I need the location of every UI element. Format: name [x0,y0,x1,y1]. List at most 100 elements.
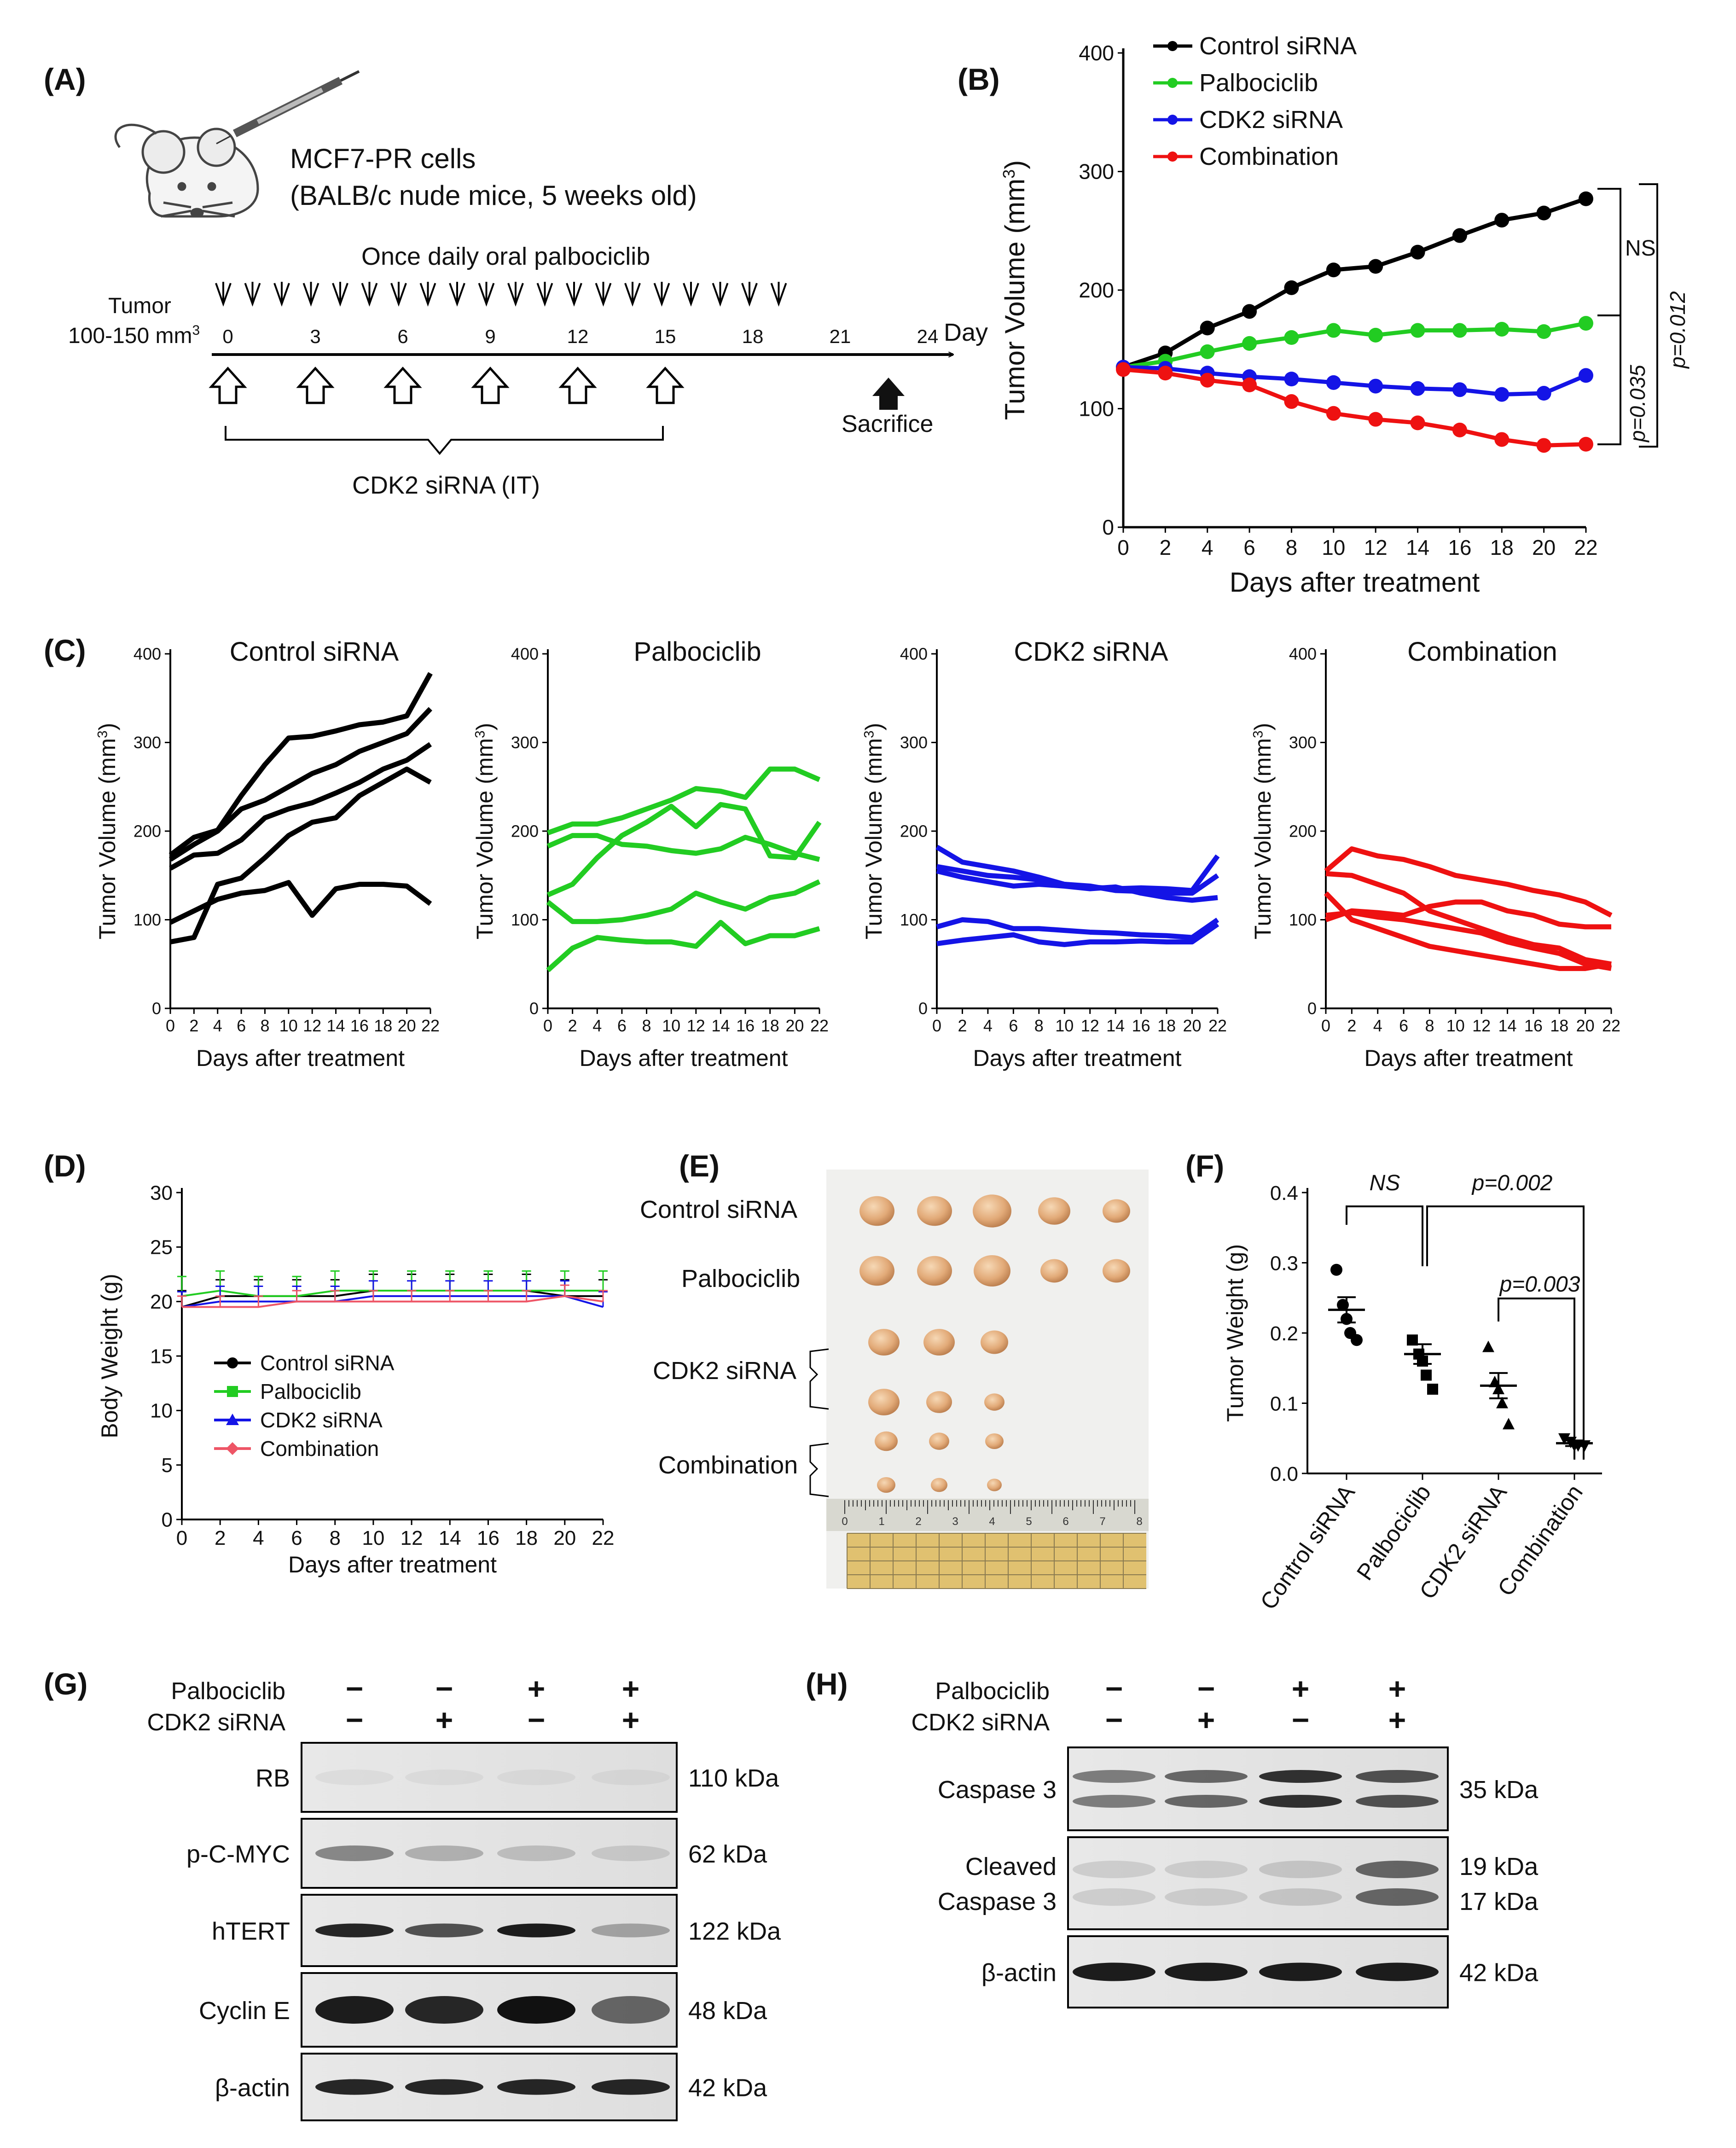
data-point [1410,323,1425,338]
dose-arrow-icon [244,282,261,307]
y-tick-label: 300 [900,733,928,752]
x-tick-label: 8 [642,1016,651,1035]
blot-band [1073,1861,1155,1878]
x-tick-label: 12 [1364,536,1388,559]
data-point [1158,366,1173,381]
data-point [1410,415,1425,431]
sirna-arrow-icon [383,367,422,404]
y-tick-label: 100 [900,910,928,929]
data-point [1368,259,1383,274]
data-point [1326,323,1341,338]
tumor-specimen [875,1431,898,1451]
y-axis-label: Tumor Volume (mm3) [472,723,498,939]
x-tick-label: 20 [553,1527,576,1549]
x-tick-label: 2 [1347,1016,1356,1035]
y-tick-label: 200 [134,822,161,841]
oral-dose-label: Once daily oral palbociclib [361,243,650,270]
data-point [1410,381,1425,396]
y-tick-label: 5 [162,1454,173,1477]
p035-label: p=0.035 [1626,365,1649,443]
x-tick-label: 2 [958,1016,967,1035]
dose-arrow-icon [419,282,436,307]
series-line [1324,891,1612,971]
blot-band [497,1996,575,2024]
blot-strip [1067,1746,1449,1831]
x-tick-label: 14 [439,1527,461,1549]
data-point [1326,375,1341,390]
x-tick-label: 20 [785,1016,804,1035]
tumor-specimen [1040,1259,1068,1283]
x-axis-label: Days after treatment [1364,1045,1573,1071]
legend-label: CDK2 siRNA [260,1408,383,1432]
grid-paper-lines [847,1533,1146,1589]
x-tick-label: 0 [176,1527,187,1549]
subchart-title: CDK2 siRNA [1014,637,1168,667]
dose-arrow-icon [390,282,407,307]
x-tick-label: 14 [327,1016,345,1035]
x-tick-label: 4 [592,1016,602,1035]
x-tick-label: 16 [1132,1016,1150,1035]
data-point [1284,330,1299,345]
legend-marker [226,1414,239,1425]
legend-marker [1167,41,1178,51]
sirna-arrow-icon [558,367,597,404]
x-tick-label: 4 [1202,536,1213,559]
x-axis-label: Days after treatment [973,1045,1182,1071]
treatment-label: Palbociclib [171,1678,285,1705]
timeline-tick-label: 21 [830,326,851,347]
panel-d-label: (D) [44,1149,86,1183]
x-tick-label: 4 [253,1527,264,1549]
series-line [1324,846,1613,918]
blot-band [315,1770,394,1785]
subchart-title: Palbociclib [633,637,761,667]
dose-arrow-icon [478,282,495,307]
dose-arrow-icon [507,282,524,307]
series-line [546,920,820,972]
timeline-tick-label: 6 [397,326,408,347]
series-line [169,707,432,862]
series-line [169,742,432,871]
treatment-label: CDK2 siRNA [147,1709,286,1736]
blot-band [1356,1888,1439,1906]
data-point [1368,412,1383,427]
ns-label: NS [1370,1171,1400,1195]
sign-mark: + [435,1703,453,1737]
y-tick-label: 300 [134,733,161,752]
data-point [1242,336,1257,351]
legend-marker [1167,115,1178,125]
x-tick-label: 20 [1576,1016,1595,1035]
x-tick-label: 16 [350,1016,369,1035]
legend-label: Combination [1199,143,1339,170]
ruler-marks: 0 1 2 3 4 5 6 7 8 [842,1500,1143,1528]
kda-label: 122 kDa [688,1918,781,1945]
series-line [547,766,821,836]
protein-label: Caspase 3 [938,1776,1057,1804]
y-axis-label: Tumor Volume (mm3) [94,723,120,939]
ruler-number: 4 [989,1515,995,1528]
protein-label: hTERT [212,1918,290,1945]
y-tick-label: 30 [150,1182,173,1204]
tumor-specimen [868,1389,900,1415]
data-point [1579,316,1593,331]
ruler-number: 3 [952,1515,958,1528]
y-tick-label: 400 [134,645,161,664]
x-tick-label: 4 [1373,1016,1382,1035]
sign-mark: − [346,1671,364,1706]
y-tick-label: 200 [1079,278,1114,302]
data-point [1496,1397,1508,1409]
timeline-tick-label: 9 [485,326,495,347]
sirna-label: CDK2 siRNA (IT) [352,472,540,499]
data-point [1536,324,1551,339]
tumor-specimen [923,1329,955,1356]
legend-label: Palbociclib [1199,69,1318,97]
legend-label: CDK2 siRNA [1199,106,1343,134]
dose-arrow-icon [683,282,699,307]
y-tick-label: 0 [1102,515,1114,539]
tumor-specimen [974,1255,1010,1286]
series-line [181,1289,603,1297]
x-tick-label: 6 [1399,1016,1408,1035]
x-tick-label: 12 [303,1016,321,1035]
data-point [1579,368,1593,383]
